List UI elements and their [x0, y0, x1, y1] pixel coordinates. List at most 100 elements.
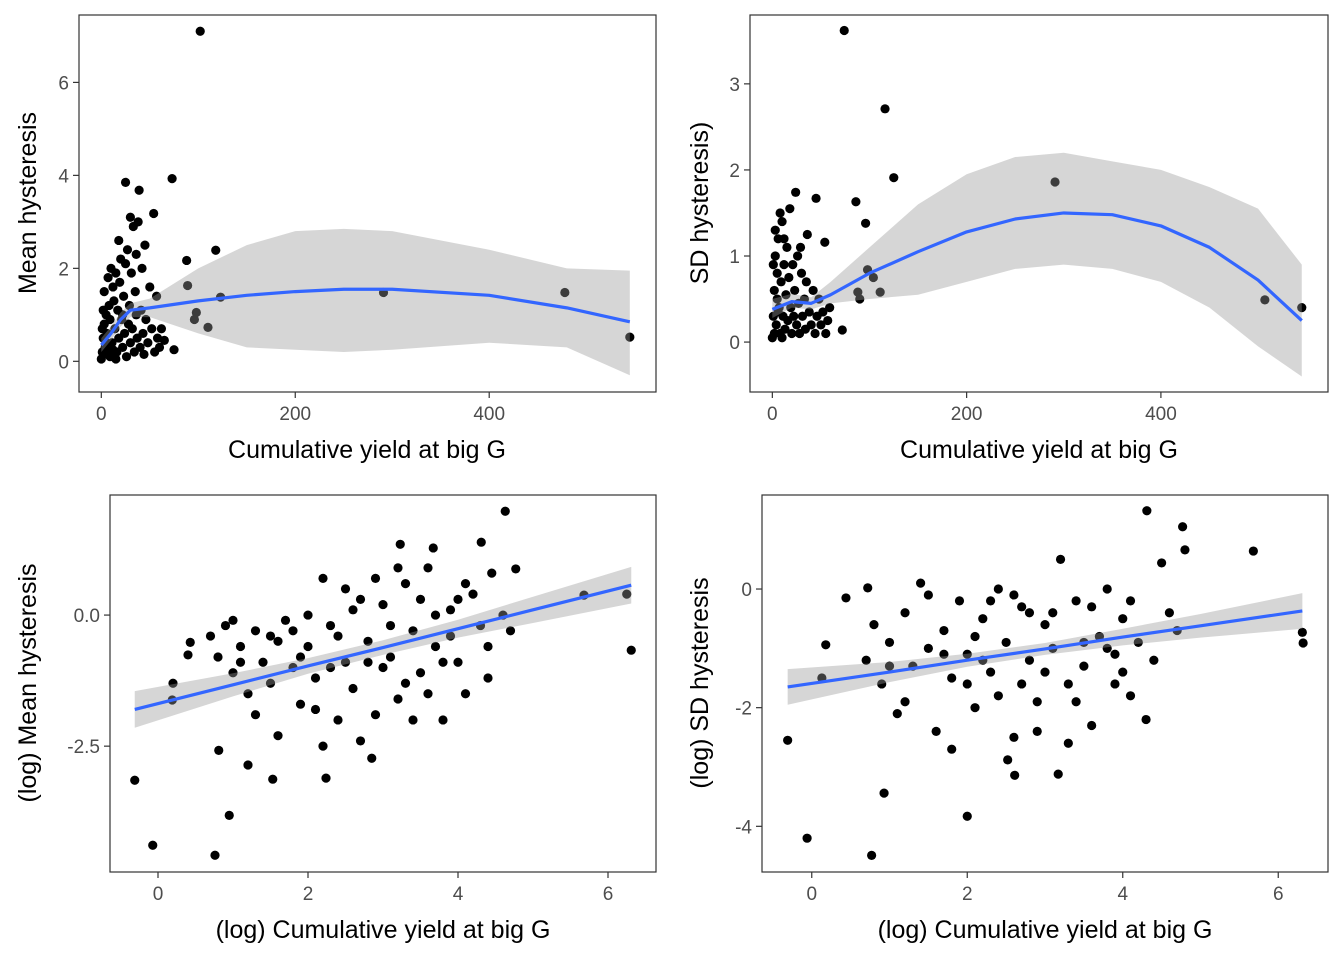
data-point — [1024, 608, 1035, 618]
data-point — [147, 324, 157, 334]
x-tick-label: 4 — [453, 884, 464, 905]
data-point — [790, 285, 800, 296]
data-point — [875, 287, 885, 297]
data-point — [825, 303, 835, 313]
data-point — [916, 578, 926, 588]
panel-border — [761, 494, 1329, 873]
data-point — [265, 678, 276, 688]
data-point — [303, 641, 313, 652]
data-point — [205, 631, 216, 641]
confidence-ribbon — [772, 152, 1302, 377]
data-point — [771, 320, 781, 330]
data-point — [168, 678, 178, 688]
data-point — [228, 615, 238, 625]
data-point — [954, 596, 965, 606]
data-point — [985, 667, 996, 677]
data-point — [120, 259, 131, 269]
data-point — [483, 641, 493, 652]
data-point — [468, 589, 478, 599]
y-axis-title: SD hysteresis) — [686, 122, 714, 285]
data-point — [884, 637, 895, 648]
y-tick-label: 2 — [58, 259, 69, 280]
data-point — [820, 237, 830, 247]
data-point — [169, 345, 179, 355]
data-point — [235, 657, 246, 667]
x-axis-title: Cumulative yield at big G — [228, 436, 506, 464]
data-point — [931, 726, 941, 737]
data-point — [1180, 545, 1190, 555]
y-axis-title: (log) SD hysteresis — [686, 577, 714, 788]
data-point — [265, 631, 276, 641]
data-point — [125, 212, 135, 222]
data-point — [130, 286, 140, 297]
data-point — [127, 324, 137, 334]
data-point — [318, 573, 328, 583]
data-point — [321, 773, 331, 783]
data-point — [923, 643, 933, 653]
panel-mean-hysteresis: Cumulative yield at big G Mean hysteresi… — [14, 14, 657, 464]
data-point — [939, 625, 949, 636]
y-tick-label: 0 — [741, 580, 752, 601]
data-point — [900, 697, 910, 707]
data-point — [863, 583, 873, 593]
data-point — [877, 679, 887, 689]
data-point — [258, 657, 268, 667]
panel-log-sd-hysteresis: (log) Cumulative yield at big G (log) SD… — [686, 494, 1329, 944]
data-point — [273, 731, 283, 741]
data-point — [220, 620, 231, 631]
data-point — [438, 657, 448, 667]
data-point — [445, 631, 456, 641]
data-point — [423, 563, 433, 573]
data-point — [1024, 655, 1035, 665]
data-point — [775, 208, 785, 218]
data-point — [785, 204, 795, 214]
data-point — [109, 296, 119, 306]
data-point — [892, 709, 902, 719]
data-point — [250, 626, 261, 636]
data-point — [1102, 584, 1112, 594]
x-tick-label: 400 — [473, 404, 505, 425]
data-point — [126, 268, 136, 278]
data-point — [340, 657, 351, 667]
data-point — [149, 208, 159, 219]
data-point — [511, 564, 521, 574]
data-point — [772, 268, 782, 278]
x-tick-label: 6 — [1273, 884, 1284, 905]
data-point — [947, 673, 957, 683]
data-point — [143, 338, 153, 348]
data-point — [148, 840, 158, 850]
data-point — [821, 640, 831, 650]
data-point — [1079, 661, 1089, 671]
smooth-line — [787, 609, 1303, 689]
x-tick-label: 400 — [1145, 404, 1177, 425]
data-point — [355, 594, 366, 604]
data-point — [818, 307, 828, 317]
data-point — [879, 788, 889, 798]
data-point — [978, 614, 988, 624]
data-point — [770, 225, 780, 235]
data-point — [325, 662, 336, 673]
data-point — [1118, 667, 1128, 677]
data-point — [125, 338, 135, 348]
panel-border — [749, 14, 1329, 393]
data-point — [121, 352, 132, 362]
data-point — [130, 775, 140, 785]
data-point — [779, 260, 789, 270]
data-point — [108, 345, 118, 355]
smooth-line — [771, 211, 1303, 322]
data-point — [884, 661, 895, 671]
data-point — [1087, 602, 1097, 612]
data-point — [280, 615, 291, 625]
data-point — [1050, 177, 1060, 187]
data-point — [791, 187, 801, 197]
data-point — [430, 641, 441, 652]
plot-area — [783, 506, 1308, 860]
data-point — [839, 25, 849, 36]
data-point — [195, 26, 205, 36]
data-point — [869, 620, 879, 630]
plot-area — [130, 506, 636, 860]
y-tick-label: 6 — [58, 73, 69, 94]
data-point — [823, 315, 833, 326]
data-point — [189, 314, 199, 325]
data-point — [303, 610, 313, 620]
